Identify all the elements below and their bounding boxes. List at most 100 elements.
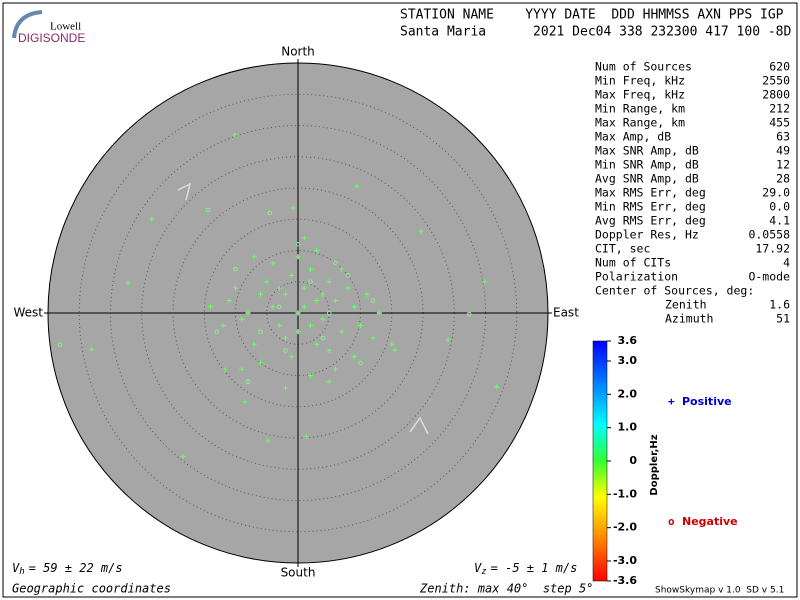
source-positive	[358, 323, 363, 328]
source-positive	[389, 341, 395, 347]
coords-label: Geographic coordinates	[12, 582, 171, 596]
velocity-vh: Vh = 59 ± 22 m/s	[12, 561, 123, 577]
source-negative	[358, 360, 363, 366]
source-positive	[339, 329, 345, 335]
header-columns: STATION NAME YYYY DATE DDD HHMMSS AXN PP…	[400, 8, 784, 23]
source-positive	[290, 205, 296, 211]
stat-value: 63	[776, 130, 790, 144]
colorbar-tick-label: 3.0	[618, 354, 638, 367]
source-negative	[333, 260, 338, 266]
source-positive	[89, 346, 95, 352]
header-values: Santa Maria 2021 Dec04 338 232300 417 10…	[400, 25, 792, 40]
center-row-value: 51	[776, 312, 790, 326]
source-positive	[314, 298, 320, 303]
stat-value: 0.0	[769, 200, 790, 214]
colorbar-tick-label: -3.6	[613, 574, 637, 587]
source-positive	[320, 291, 326, 297]
zenith-label: Zenith: max 40° step 5°	[419, 582, 593, 596]
legend-label: Positive	[682, 395, 732, 408]
source-positive	[354, 183, 360, 189]
source-positive	[289, 354, 295, 360]
source-negative	[308, 279, 313, 285]
source-positive	[494, 384, 500, 390]
center-row-value: 1.6	[769, 298, 790, 312]
stat-label: Max Range, km	[595, 116, 685, 130]
source-positive	[314, 341, 320, 347]
colorbar-tick-label: 1.0	[618, 421, 638, 434]
source-negative	[326, 310, 332, 316]
source-positive	[326, 279, 332, 285]
velocity-part: = -5 ± 1 m/s	[491, 561, 578, 575]
source-negative	[57, 342, 63, 348]
stat-label: Min Range, km	[595, 102, 685, 116]
colorbar-tick-label: -3.0	[613, 554, 637, 567]
stat-value: 2550	[762, 74, 790, 88]
dir-south: South	[281, 566, 316, 580]
center-label: Center of Sources, deg:	[595, 284, 754, 298]
skymap-plot: North South East West + Positive o Negative Vh = …	[12, 45, 738, 588]
source-positive	[376, 310, 382, 316]
legend-marker: o	[668, 515, 675, 528]
dir-west: West	[13, 306, 43, 320]
source-positive	[265, 438, 271, 444]
source-positive	[320, 316, 326, 322]
source-positive	[251, 254, 257, 260]
source-positive	[222, 367, 228, 373]
colorbar-tick-label: -1.0	[613, 487, 637, 500]
source-negative	[245, 379, 251, 385]
source-negative	[345, 273, 351, 278]
velocity-part: z	[481, 567, 486, 577]
source-positive	[308, 323, 313, 328]
source-positive	[233, 285, 238, 291]
source-positive	[370, 335, 376, 341]
source-positive	[220, 323, 226, 328]
center-row-label: Zenith	[665, 298, 707, 312]
stat-value: 2800	[762, 88, 790, 102]
stat-value: 17.92	[755, 242, 790, 256]
center-row-label: Azimuth	[665, 312, 713, 326]
source-positive	[258, 291, 263, 297]
stat-label: Max RMS Err, deg	[595, 186, 706, 200]
source-positive	[301, 304, 307, 310]
stat-label: Num of CITs	[595, 256, 671, 270]
source-positive	[326, 348, 332, 353]
stat-label: Max Freq, kHz	[595, 88, 685, 102]
stat-label: Doppler Res, Hz	[595, 228, 699, 242]
source-positive	[264, 279, 270, 285]
source-positive	[351, 304, 357, 310]
stat-label: Max Amp, dB	[595, 130, 671, 144]
source-positive	[283, 335, 288, 341]
stat-label: Min RMS Err, deg	[595, 200, 706, 214]
source-negative	[466, 311, 472, 317]
velocity-part: V	[474, 561, 482, 575]
source-positive	[314, 248, 320, 253]
stat-label: Avg RMS Err, deg	[595, 214, 706, 228]
stat-label: Avg SNR Amp, dB	[595, 172, 699, 186]
source-positive	[289, 273, 295, 278]
stat-value: 4	[783, 256, 790, 270]
source-negative	[276, 304, 282, 310]
source-positive	[445, 337, 451, 343]
source-positive	[418, 228, 424, 234]
source-positive	[149, 216, 155, 222]
source-negative	[295, 241, 301, 247]
source-negative	[370, 298, 376, 303]
logo-swoosh	[12, 10, 43, 39]
source-positive	[283, 291, 288, 297]
source-positive	[392, 347, 398, 353]
logo-bottom: DIGISONDE	[18, 31, 85, 45]
source-positive	[345, 285, 351, 291]
stat-value: O-mode	[748, 270, 790, 284]
source-positive	[333, 366, 338, 372]
source-positive	[239, 366, 245, 372]
source-positive	[295, 310, 301, 316]
source-positive	[333, 298, 338, 303]
stat-label: Max SNR Amp, dB	[595, 144, 699, 158]
source-negative	[283, 348, 288, 353]
source-positive	[303, 434, 309, 440]
source-positive	[180, 454, 186, 460]
source-positive	[276, 323, 282, 328]
colorbar-tick-label: 2.0	[618, 387, 638, 400]
stat-label: Polarization	[595, 270, 678, 284]
